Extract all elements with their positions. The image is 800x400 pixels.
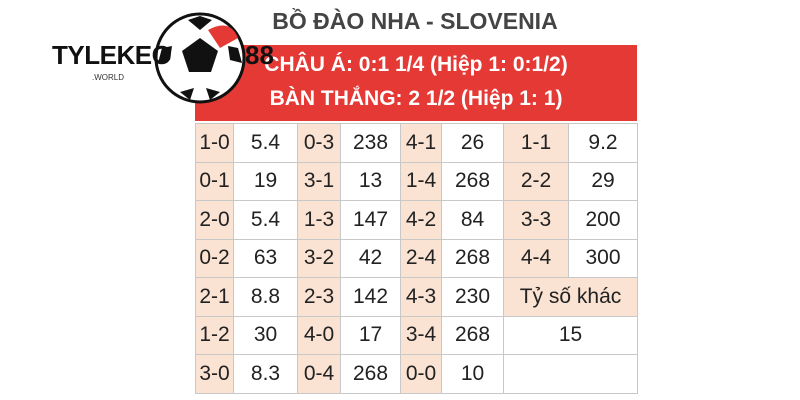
score-cell: 2-4 <box>400 238 442 278</box>
score-cell: 2-3 <box>297 277 341 317</box>
score-cell: 4-0 <box>297 315 341 355</box>
score-cell: 3-3 <box>503 200 569 240</box>
odds-cell: 238 <box>340 123 401 163</box>
other-label: Tỷ số khác <box>503 277 638 317</box>
other-odds: 15 <box>503 315 638 355</box>
odds-cell: 84 <box>441 200 504 240</box>
odds-cell: 8.8 <box>233 277 298 317</box>
score-cell: 3-1 <box>297 161 341 201</box>
score-cell: 3-0 <box>195 354 234 394</box>
odds-cell: 5.4 <box>233 200 298 240</box>
score-cell: 0-2 <box>195 238 234 278</box>
header-box: CHÂU Á: 0:1 1/4 (Hiệp 1: 0:1/2) BÀN THẮN… <box>195 45 637 121</box>
logo-domain: .WORLD <box>92 73 124 82</box>
odds-cell: 26 <box>441 123 504 163</box>
odds-cell: 10 <box>441 354 504 394</box>
score-cell: 4-2 <box>400 200 442 240</box>
score-cell: 4-1 <box>400 123 442 163</box>
handicap-line: CHÂU Á: 0:1 1/4 (Hiệp 1: 0:1/2) <box>264 53 568 76</box>
score-cell: 0-1 <box>195 161 234 201</box>
odds-cell: 5.4 <box>233 123 298 163</box>
odds-cell: 147 <box>340 200 401 240</box>
score-cell: 0-0 <box>400 354 442 394</box>
logo-text: TYLEKEO <box>52 40 172 70</box>
odds-cell: 63 <box>233 238 298 278</box>
odds-cell: 268 <box>441 315 504 355</box>
odds-cell: 268 <box>340 354 401 394</box>
odds-cell: 300 <box>568 238 638 278</box>
score-cell: 4-3 <box>400 277 442 317</box>
score-cell: 2-1 <box>195 277 234 317</box>
score-cell: 0-3 <box>297 123 341 163</box>
odds-cell: 17 <box>340 315 401 355</box>
score-cell: 1-0 <box>195 123 234 163</box>
match-title: BỒ ĐÀO NHA - SLOVENIA <box>272 8 558 34</box>
odds-cell: 42 <box>340 238 401 278</box>
logo-number: 88 <box>245 40 274 70</box>
score-cell: 2-0 <box>195 200 234 240</box>
score-cell: 3-2 <box>297 238 341 278</box>
score-cell: 1-1 <box>503 123 569 163</box>
logo-ball <box>154 12 246 104</box>
odds-cell: 268 <box>441 161 504 201</box>
odds-cell: 30 <box>233 315 298 355</box>
goals-line: BÀN THẮNG: 2 1/2 (Hiệp 1: 1) <box>269 87 563 110</box>
score-cell: 1-3 <box>297 200 341 240</box>
odds-cell: 29 <box>568 161 638 201</box>
odds-cell: 200 <box>568 200 638 240</box>
odds-cell: 13 <box>340 161 401 201</box>
odds-cell: 230 <box>441 277 504 317</box>
odds-cell: 8.3 <box>233 354 298 394</box>
score-cell: 3-4 <box>400 315 442 355</box>
empty-cell <box>503 354 638 394</box>
score-cell: 4-4 <box>503 238 569 278</box>
score-cell: 1-4 <box>400 161 442 201</box>
score-cell: 0-4 <box>297 354 341 394</box>
score-cell: 1-2 <box>195 315 234 355</box>
odds-cell: 9.2 <box>568 123 638 163</box>
odds-cell: 142 <box>340 277 401 317</box>
odds-cell: 19 <box>233 161 298 201</box>
odds-cell: 268 <box>441 238 504 278</box>
score-cell: 2-2 <box>503 161 569 201</box>
